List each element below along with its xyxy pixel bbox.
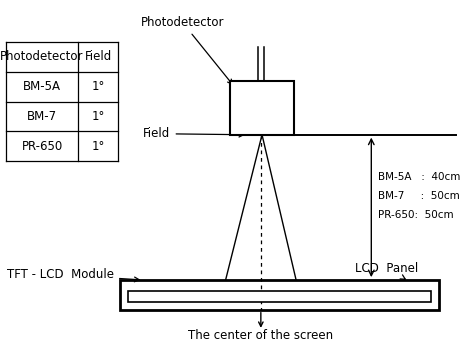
Text: BM-7: BM-7 [27, 110, 57, 123]
Text: PR-650: PR-650 [22, 140, 63, 153]
Text: Field: Field [143, 127, 244, 140]
Text: BM-5A: BM-5A [23, 80, 61, 93]
Text: The center of the screen: The center of the screen [188, 329, 333, 342]
Text: 1°: 1° [92, 110, 105, 123]
Text: TFT - LCD  Module: TFT - LCD Module [7, 268, 139, 282]
Bar [128, 290, 431, 302]
Bar [120, 280, 439, 310]
Text: 1°: 1° [92, 80, 105, 93]
Text: Photodetector: Photodetector [141, 16, 232, 84]
Bar [230, 80, 294, 135]
Text: PR-650:  50cm: PR-650: 50cm [378, 210, 454, 220]
Text: Field: Field [85, 50, 112, 63]
Text: 1°: 1° [92, 140, 105, 153]
Text: BM-5A   :  40cm: BM-5A : 40cm [378, 172, 461, 182]
Text: BM-7     :  50cm: BM-7 : 50cm [378, 191, 460, 201]
Text: Photodetector: Photodetector [0, 50, 84, 63]
Text: LCD  Panel: LCD Panel [355, 261, 418, 279]
